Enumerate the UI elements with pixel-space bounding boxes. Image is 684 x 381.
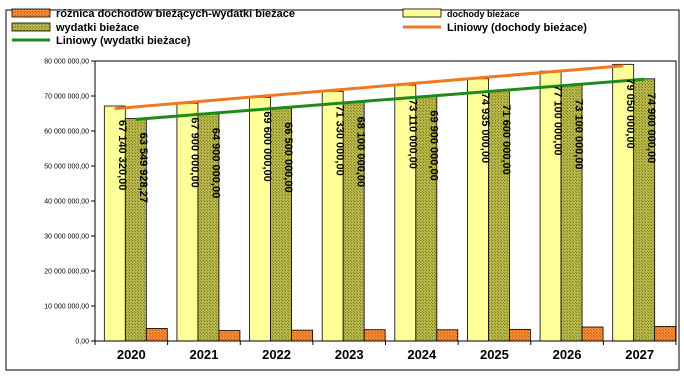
legend-swatch — [12, 9, 50, 17]
y-tick-label: 60 000 000,00 — [44, 129, 89, 136]
x-tick-label: 2027 — [625, 347, 654, 362]
label-dochody-2026: 77 100 000,00 — [552, 85, 564, 155]
legend-swatch — [12, 23, 50, 31]
label-wydatki-2027: 74 900 000,00 — [645, 93, 657, 163]
y-tick-label: 0,00 — [75, 339, 89, 346]
label-wydatki-2025: 71 600 000,00 — [500, 104, 512, 174]
bar-roznica-2024 — [437, 330, 458, 341]
x-tick-label: 2020 — [117, 347, 146, 362]
label-dochody-2022: 69 600 000,00 — [261, 111, 273, 181]
label-wydatki-2020: 63 549 928,27 — [137, 133, 149, 203]
legend-label: Liniowy (wydatki bieżace) — [56, 35, 191, 47]
y-tick-label: 50 000 000,00 — [44, 164, 89, 171]
label-dochody-2025: 74 935 000,00 — [479, 93, 491, 163]
bar-roznica-2023 — [364, 330, 385, 341]
label-dochody-2024: 73 110 000,00 — [406, 99, 418, 169]
label-wydatki-2021: 64 900 000,00 — [209, 128, 221, 198]
legend-label: różnica dochodów bieżących-wydatki bieża… — [56, 8, 295, 20]
y-tick-label: 10 000 000,00 — [44, 304, 89, 311]
label-wydatki-2026: 73 100 000,00 — [573, 99, 585, 169]
label-wydatki-2023: 68 100 000,00 — [355, 117, 367, 187]
bar-roznica-2027 — [655, 326, 676, 341]
legend-swatch — [403, 9, 441, 17]
bar-roznica-2026 — [582, 327, 603, 341]
y-tick-label: 80 000 000,00 — [44, 59, 89, 66]
y-tick-label: 30 000 000,00 — [44, 234, 89, 241]
x-tick-label: 2022 — [262, 347, 291, 362]
label-dochody-2027: 79 050 000,00 — [624, 78, 636, 148]
label-wydatki-2024: 69 900 000,00 — [427, 110, 439, 180]
y-tick-label: 70 000 000,00 — [44, 94, 89, 101]
label-dochody-2023: 71 330 000,00 — [334, 105, 346, 175]
bar-roznica-2022 — [292, 330, 313, 341]
x-tick-label: 2025 — [480, 347, 509, 362]
label-wydatki-2022: 66 500 000,00 — [282, 122, 294, 192]
y-tick-label: 20 000 000,00 — [44, 269, 89, 276]
x-tick-label: 2026 — [553, 347, 582, 362]
bar-roznica-2021 — [219, 331, 240, 342]
label-dochody-2021: 67 900 000,00 — [188, 117, 200, 187]
x-tick-label: 2024 — [407, 347, 437, 362]
x-tick-label: 2021 — [189, 347, 218, 362]
y-tick-label: 40 000 000,00 — [44, 199, 89, 206]
x-tick-label: 2023 — [335, 347, 364, 362]
legend-label: Liniowy (dochody bieżace) — [447, 22, 587, 34]
bar-roznica-2025 — [509, 329, 530, 341]
legend-label: dochody bieżace — [447, 9, 520, 19]
bar-roznica-2020 — [146, 328, 167, 341]
legend-label: wydatki bieżace — [55, 22, 139, 34]
label-dochody-2020: 67 140 320,00 — [116, 120, 128, 190]
